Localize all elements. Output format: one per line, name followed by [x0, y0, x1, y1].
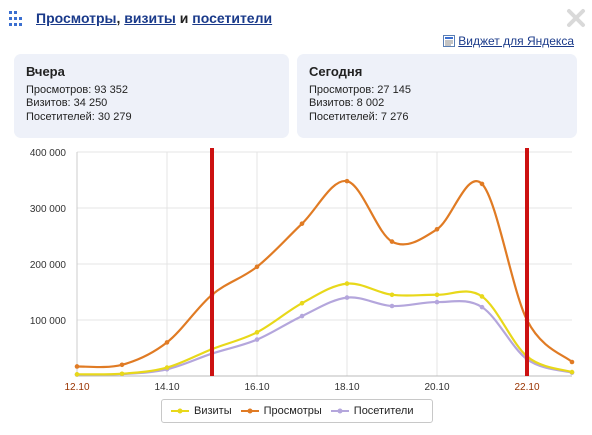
legend-item-views[interactable]: Просмотры: [240, 405, 322, 417]
today-visits: Визитов: 8 002: [309, 97, 385, 109]
legend-line-views-icon: [240, 408, 259, 414]
today-panel: Сегодня Просмотров: 27 145 Визитов: 8 00…: [297, 54, 577, 138]
data-point-views: [569, 359, 575, 365]
data-point-visits: [434, 292, 440, 298]
data-point-views: [74, 364, 80, 369]
data-point-views: [434, 226, 440, 232]
y-tick-label: 100 000: [30, 316, 67, 327]
title-and: и: [179, 10, 189, 26]
data-point-visitors: [299, 313, 305, 319]
document-icon: [443, 35, 456, 47]
y-tick-label: 200 000: [30, 260, 67, 271]
yandex-widget-label[interactable]: Виджет для Яндекса: [458, 34, 574, 48]
visitors-link[interactable]: посетители: [192, 10, 273, 26]
data-point-visitors: [434, 299, 440, 305]
data-point-visits: [74, 372, 80, 377]
today-title: Сегодня: [309, 64, 363, 79]
x-tick-label: 22.10: [514, 382, 539, 393]
data-point-views: [299, 221, 305, 226]
x-tick-label: 12.10: [64, 382, 89, 393]
yesterday-title: Вчера: [26, 64, 65, 79]
data-point-visits: [299, 300, 305, 306]
title-comma: ,: [116, 10, 121, 26]
data-point-visits: [344, 281, 350, 286]
data-point-views: [119, 362, 125, 368]
x-tick-label: 16.10: [244, 382, 269, 393]
data-point-views: [389, 239, 395, 244]
chart-legend: Визиты Просмотры Посетители: [161, 399, 433, 423]
yesterday-views: Просмотров: 93 352: [26, 83, 128, 96]
data-point-visits: [254, 330, 260, 335]
data-point-visitors: [344, 295, 350, 300]
series-line-visits: [76, 282, 573, 376]
yesterday-visitors: Посетителей: 30 279: [26, 110, 132, 123]
legend-line-visitors-icon: [330, 408, 349, 414]
views-link[interactable]: Просмотры: [36, 10, 117, 26]
traffic-chart: 400 000 300 000 200 000 100 000 12.10 14.10 16…: [30, 148, 575, 393]
yesterday-panel: Вчера Просмотров: 93 352 Визитов: 34 250…: [14, 54, 289, 138]
data-point-visitors: [479, 304, 485, 310]
visits-link[interactable]: визиты: [124, 10, 176, 26]
data-point-visits: [389, 292, 395, 298]
yesterday-visits: Визитов: 34 250: [26, 97, 108, 109]
data-point-views: [164, 340, 170, 345]
y-tick-label: 400 000: [30, 148, 67, 159]
today-visitors: Посетителей: 7 276: [309, 110, 409, 123]
widget-title: Просмотры, визиты и посетители: [36, 10, 272, 26]
legend-label-views: Просмотры: [263, 405, 322, 417]
x-tick-label: 14.10: [154, 382, 179, 393]
data-point-visitors: [254, 337, 260, 342]
y-tick-label: 300 000: [30, 204, 67, 215]
data-point-visits: [119, 371, 125, 377]
data-point-visits: [479, 294, 485, 299]
close-icon[interactable]: [566, 8, 586, 28]
today-views: Просмотров: 27 145: [309, 83, 411, 96]
x-tick-label: 20.10: [424, 382, 449, 393]
data-point-visitors: [389, 303, 395, 309]
yandex-widget-link[interactable]: Виджет для Яндекса: [443, 34, 574, 48]
legend-line-visits-icon: [171, 408, 189, 414]
legend-label-visitors: Посетители: [353, 405, 414, 417]
series-line-visitors: [76, 296, 573, 376]
legend-item-visitors[interactable]: Посетители: [330, 405, 414, 417]
legend-label-visits: Визиты: [194, 405, 232, 417]
x-tick-label: 18.10: [334, 382, 359, 393]
data-point-views: [344, 178, 350, 184]
data-point-views: [254, 264, 260, 270]
data-point-visits: [569, 369, 575, 375]
widget-icon: [9, 11, 22, 26]
legend-item-visits[interactable]: Визиты: [171, 405, 232, 417]
data-point-visits: [164, 365, 170, 370]
data-point-views: [479, 181, 485, 187]
